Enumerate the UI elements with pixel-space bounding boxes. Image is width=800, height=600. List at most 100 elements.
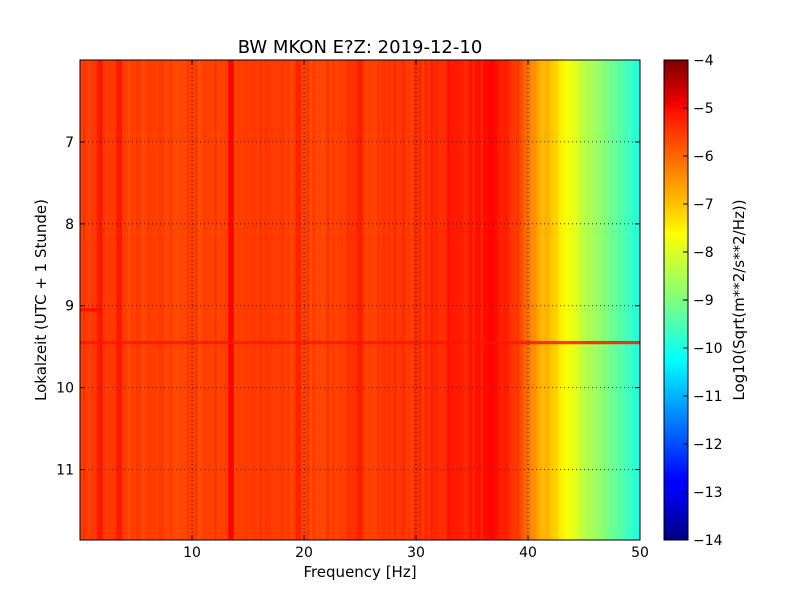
heatmap-column <box>444 60 448 540</box>
heatmap-column <box>368 60 372 540</box>
heatmap-column <box>570 60 574 540</box>
heatmap-column <box>256 60 260 540</box>
heatmap-column <box>550 60 554 540</box>
heatmap-column <box>276 60 280 540</box>
heatmap-column <box>626 60 630 540</box>
chart-title: BW MKON E?Z: 2019-12-10 <box>238 37 483 58</box>
x-tick-label: 20 <box>295 545 313 561</box>
heatmap-column <box>508 60 512 540</box>
heatmap-column <box>91 60 95 540</box>
heatmap-column <box>203 60 207 540</box>
plot-frame <box>79 59 641 541</box>
heatmap-column <box>334 60 339 540</box>
heatmap-column <box>544 60 549 540</box>
heatmap-column <box>634 60 638 540</box>
heatmap-column <box>318 60 322 540</box>
heatmap-column <box>194 60 199 540</box>
time-band <box>80 308 103 312</box>
heatmap-column <box>158 60 162 540</box>
heatmap-column <box>595 60 599 540</box>
heatmap-column <box>309 60 313 540</box>
grid-lines <box>80 60 640 540</box>
heatmap-column <box>514 60 518 540</box>
heatmap-column <box>315 60 319 540</box>
heatmap-column <box>388 60 392 540</box>
heatmap-column <box>578 60 582 540</box>
heatmap-column <box>612 60 616 540</box>
heatmap-column <box>413 60 417 540</box>
heatmap-column <box>141 60 145 540</box>
heatmap-column <box>620 60 624 540</box>
heatmap-column <box>446 60 451 540</box>
heatmap-column <box>376 60 381 540</box>
heatmap-column <box>304 60 308 540</box>
colorbar-tick-label: −6 <box>693 149 714 165</box>
heatmap-column <box>519 60 523 540</box>
heatmap-column <box>166 60 171 540</box>
heatmap-column <box>410 60 414 540</box>
colorbar-ticks: −4 −5 −6 −7 −8 −9 −10 −11 −12 −13 −14 <box>683 53 723 549</box>
heatmap-column <box>220 60 224 540</box>
heatmap-column <box>488 60 493 540</box>
heatmap-column <box>329 60 333 540</box>
heatmap-column <box>231 60 235 540</box>
heatmap-column <box>430 60 434 540</box>
heatmap-column <box>474 60 479 540</box>
heatmap-column <box>382 60 386 540</box>
heatmap-column <box>567 60 571 540</box>
heatmap-column <box>155 60 159 540</box>
heatmap-column <box>200 60 204 540</box>
heatmap-column <box>575 60 579 540</box>
heatmap-column <box>525 60 529 540</box>
x-axis-ticks: 10 20 30 40 50 <box>183 60 649 561</box>
heatmap-column <box>458 60 462 540</box>
heatmap-column <box>122 60 126 540</box>
heatmap-column <box>281 60 285 540</box>
heatmap-column <box>298 60 302 540</box>
heatmap-column <box>161 60 165 540</box>
heatmap-column <box>600 60 605 540</box>
time-band <box>80 340 640 345</box>
heatmap-column <box>418 60 423 540</box>
heatmap-column <box>362 60 367 540</box>
heatmap-column <box>183 60 187 540</box>
y-tick-label: 10 <box>56 381 74 397</box>
heatmap-column <box>511 60 515 540</box>
heatmap-column <box>242 60 246 540</box>
colorbar-tick-label: −7 <box>693 197 714 213</box>
plot-area <box>80 60 640 540</box>
heatmap-column <box>340 60 344 540</box>
heatmap-column <box>533 60 537 540</box>
heatmap-column <box>295 60 299 540</box>
heatmap-column <box>556 60 560 540</box>
heatmap-column <box>169 60 173 540</box>
heatmap-column <box>466 60 470 540</box>
heatmap-column <box>480 60 484 540</box>
heatmap-column <box>631 60 635 540</box>
heatmap-column <box>603 60 607 540</box>
heatmap-column <box>390 60 395 540</box>
heatmap-column <box>553 60 557 540</box>
heatmap-column <box>486 60 490 540</box>
heatmap-column <box>564 60 568 540</box>
heatmap-column <box>402 60 406 540</box>
colorbar-tick-label: −13 <box>693 485 723 501</box>
heatmap-column <box>234 60 238 540</box>
heatmap-column <box>572 60 577 540</box>
heatmap-column <box>609 60 613 540</box>
heatmap-column <box>248 60 252 540</box>
heatmap-column <box>208 60 213 540</box>
heatmap-column <box>441 60 445 540</box>
heatmap-column <box>262 60 266 540</box>
heatmap-column <box>110 60 115 540</box>
heatmap-column <box>598 60 602 540</box>
y-tick-label: 8 <box>65 217 74 233</box>
colorbar-tick-label: −14 <box>693 533 723 549</box>
heatmap-column <box>284 60 288 540</box>
heatmap-column <box>133 60 137 540</box>
heatmap-column <box>82 60 87 540</box>
heatmap-column <box>278 60 283 540</box>
heatmap-column <box>500 60 504 540</box>
heatmap-column <box>379 60 383 540</box>
heatmap-column <box>365 60 369 540</box>
